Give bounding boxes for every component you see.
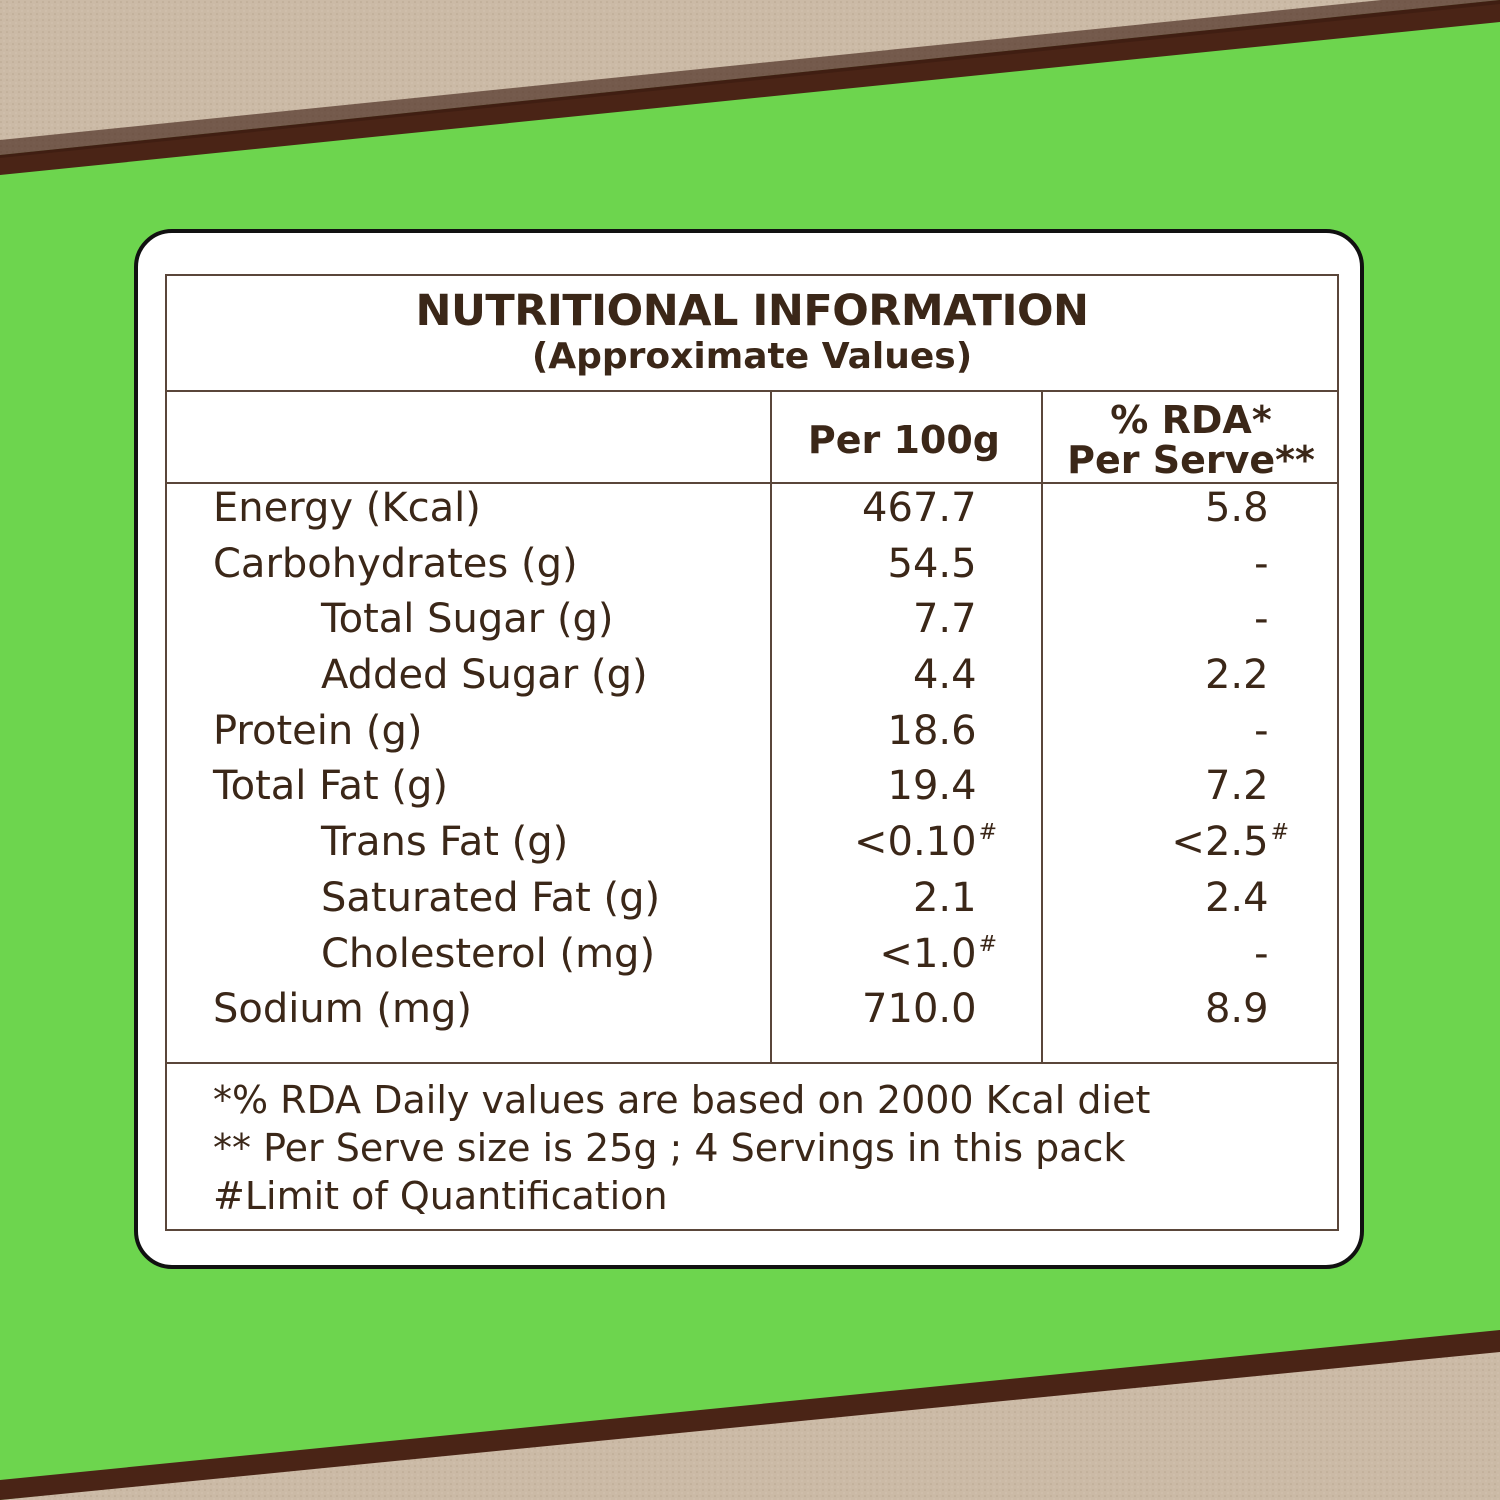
per100g-value: 467.7# xyxy=(862,485,977,531)
per100g-value: 2.1# xyxy=(912,874,977,921)
per100g-value: 54.5# xyxy=(887,540,977,587)
rda-value: 7.2# xyxy=(1204,763,1269,810)
rda-value: 2.2# xyxy=(1204,652,1269,699)
nutrient-name: Sodium (mg) xyxy=(213,986,472,1033)
nutrient-rows: Energy (Kcal) 467.7# 5.8# Carbohydrates … xyxy=(167,481,1337,1038)
nutrition-card xyxy=(134,229,1364,1269)
footnote-serve: ** Per Serve size is 25g ; 4 Servings in… xyxy=(213,1126,1126,1170)
footnotes: *% RDA Daily values are based on 2000 Kc… xyxy=(213,1076,1150,1220)
nutrient-row: Sodium (mg) 710.0# 8.9# xyxy=(167,982,1337,1038)
per100g-value: 4.4# xyxy=(912,652,977,699)
rda-header: % RDA* Per Serve** xyxy=(1043,400,1339,480)
rda-value: -# xyxy=(1254,930,1269,977)
nutrition-table: NUTRITIONAL INFORMATION (Approximate Val… xyxy=(165,274,1339,1231)
nutrient-row: Saturated Fat (g) 2.1# 2.4# xyxy=(167,871,1337,927)
rda-value: -# xyxy=(1254,707,1269,754)
per100g-value: 19.4# xyxy=(887,763,977,810)
per100g-value: <0.10# xyxy=(853,819,997,866)
footnote-mark: # xyxy=(978,820,997,846)
nutrient-name: Added Sugar (g) xyxy=(321,652,648,699)
column-divider xyxy=(770,390,772,1064)
nutrient-row: Carbohydrates (g) 54.5# -# xyxy=(167,537,1337,593)
nutrient-row: Protein (g) 18.6# -# xyxy=(167,704,1337,760)
nutrient-name: Total Fat (g) xyxy=(213,763,448,810)
nutrient-name: Trans Fat (g) xyxy=(321,819,569,866)
per100g-value: 18.6# xyxy=(887,707,977,754)
nutrient-name: Total Sugar (g) xyxy=(321,596,614,643)
nutrient-name: Saturated Fat (g) xyxy=(321,874,661,921)
rda-value: 8.9# xyxy=(1204,986,1269,1033)
rda-value: -# xyxy=(1254,596,1269,643)
column-divider xyxy=(1041,390,1043,1064)
per100g-value: 7.7# xyxy=(912,596,977,643)
footnote-limit: #Limit of Quantification xyxy=(213,1174,668,1218)
footnote-rda: *% RDA Daily values are based on 2000 Kc… xyxy=(213,1078,1151,1122)
nutrient-name: Cholesterol (mg) xyxy=(321,930,656,977)
table-title: NUTRITIONAL INFORMATION xyxy=(415,286,1090,336)
rda-value: <2.5# xyxy=(1171,819,1289,866)
nutrient-row: Cholesterol (mg) <1.0# -# xyxy=(167,927,1337,983)
table-subtitle: (Approximate Values) xyxy=(531,336,973,377)
rda-header-line1: % RDA* xyxy=(1110,398,1272,442)
divider xyxy=(167,390,1337,392)
nutrient-row: Energy (Kcal) 467.7# 5.8# xyxy=(167,481,1337,537)
per100g-value: 710.0# xyxy=(862,986,977,1033)
nutrient-row: Trans Fat (g) <0.10# <2.5# xyxy=(167,815,1337,871)
footnote-mark: # xyxy=(978,931,997,957)
per100g-value: <1.0# xyxy=(879,930,997,977)
nutrient-name: Energy (Kcal) xyxy=(213,485,481,531)
nutrient-row: Added Sugar (g) 4.4# 2.2# xyxy=(167,648,1337,704)
rda-header-line2: Per Serve** xyxy=(1067,438,1315,482)
rda-value: -# xyxy=(1254,540,1269,587)
nutrient-name: Protein (g) xyxy=(213,707,423,754)
nutrient-row: Total Fat (g) 19.4# 7.2# xyxy=(167,759,1337,815)
divider xyxy=(167,1062,1337,1064)
footnote-mark: # xyxy=(1270,820,1289,846)
nutrient-row: Total Sugar (g) 7.7# -# xyxy=(167,592,1337,648)
divider xyxy=(167,482,1337,484)
rda-value: 5.8# xyxy=(1204,485,1269,531)
nutrient-name: Carbohydrates (g) xyxy=(213,540,578,587)
rda-value: 2.4# xyxy=(1204,874,1269,921)
per100g-header: Per 100g xyxy=(807,418,1000,462)
